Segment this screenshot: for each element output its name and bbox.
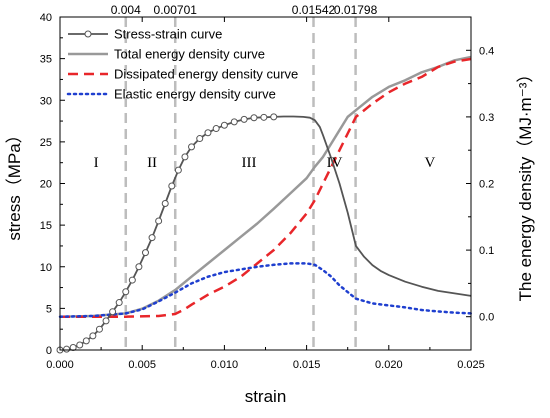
legend-label: Total energy density curve: [114, 47, 265, 62]
y2-tick-label: 0.2: [479, 179, 494, 191]
y-axis-title: stress（MPa）: [5, 126, 24, 240]
legend: Stress-strain curve Total energy density …: [66, 27, 298, 102]
stress-data-point: [220, 121, 228, 129]
stress-data-point: [122, 288, 130, 296]
legend-marker: [84, 30, 92, 38]
stress-data-point: [76, 341, 84, 349]
y-tick-label: 25: [40, 137, 52, 149]
y-axis-ticks: 0 5 10 15 20 25 30 35 40: [40, 12, 65, 357]
stress-data-point: [82, 337, 90, 345]
stage-label: IV: [327, 155, 343, 171]
stress-data-point: [168, 182, 176, 190]
marker-label: 0.004: [111, 3, 141, 17]
legend-label: Elastic energy density curve: [114, 87, 276, 102]
y-tick-label: 20: [40, 179, 52, 191]
stress-data-point: [135, 263, 143, 271]
stress-data-point: [161, 199, 169, 207]
stress-data-point: [212, 125, 220, 133]
y2-tick-label: 0.3: [479, 112, 494, 124]
stress-data-point: [270, 113, 278, 121]
stage-label: III: [242, 155, 257, 171]
y-tick-label: 10: [40, 262, 52, 274]
stress-data-point: [109, 308, 117, 316]
x-axis-title: strain: [245, 387, 287, 406]
x-tick-label: 0.015: [293, 359, 321, 371]
stress-data-point: [95, 325, 103, 333]
stress-data-point: [115, 299, 123, 307]
marker-label: 0.01798: [334, 3, 378, 17]
y-tick-label: 35: [40, 54, 52, 66]
stress-data-point: [204, 129, 212, 137]
y2-tick-label: 0.1: [479, 245, 494, 257]
stress-data-point: [128, 276, 136, 284]
stress-data-point: [141, 249, 149, 257]
stress-data-point: [196, 135, 204, 143]
y2-tick-label: 0.0: [479, 312, 494, 324]
stage-label: V: [424, 155, 435, 171]
x-tick-label: 0.005: [128, 359, 156, 371]
marker-label: 0.00701: [154, 3, 198, 17]
stress-data-point: [260, 113, 268, 121]
x-tick-label: 0.010: [211, 359, 239, 371]
y-tick-label: 30: [40, 95, 52, 107]
stress-data-point: [174, 166, 182, 174]
chart-series: [56, 55, 473, 354]
x-axis-ticks: 0.000 0.005 0.010 0.015 0.020 0.025: [46, 17, 485, 371]
y2-tick-label: 0.4: [479, 45, 494, 57]
stage-label: II: [147, 155, 157, 171]
stress-data-point: [148, 234, 156, 242]
legend-label: Dissipated energy density curve: [114, 67, 298, 82]
stage-labels: I II III IV V: [94, 155, 436, 171]
y-tick-label: 40: [40, 12, 52, 24]
stress-data-point: [69, 344, 77, 352]
y2-axis-ticks: 0.0 0.1 0.2 0.3 0.4: [466, 16, 494, 351]
marker-label: 0.01542: [292, 3, 336, 17]
stage-label: I: [94, 155, 99, 171]
stress-data-point: [230, 118, 238, 126]
stress-data-point: [89, 332, 97, 340]
x-tick-label: 0.000: [46, 359, 74, 371]
stress-data-point: [102, 317, 110, 325]
y-tick-label: 0: [46, 345, 52, 357]
series-line-4: [58, 262, 473, 318]
x-tick-label: 0.020: [375, 359, 403, 371]
y-tick-label: 5: [46, 303, 52, 315]
series-line-3: [60, 57, 472, 318]
stress-data-point: [188, 143, 196, 151]
x-tick-label: 0.025: [457, 359, 485, 371]
stress-data-point: [250, 114, 258, 122]
stress-data-point: [240, 115, 248, 123]
stress-data-point: [63, 345, 71, 353]
legend-label: Stress-strain curve: [114, 27, 222, 42]
stress-data-point: [155, 217, 163, 225]
y2-axis-title: The energy density（MJ·m⁻³）: [516, 66, 535, 302]
y-tick-label: 15: [40, 220, 52, 232]
stress-data-point: [181, 153, 189, 161]
